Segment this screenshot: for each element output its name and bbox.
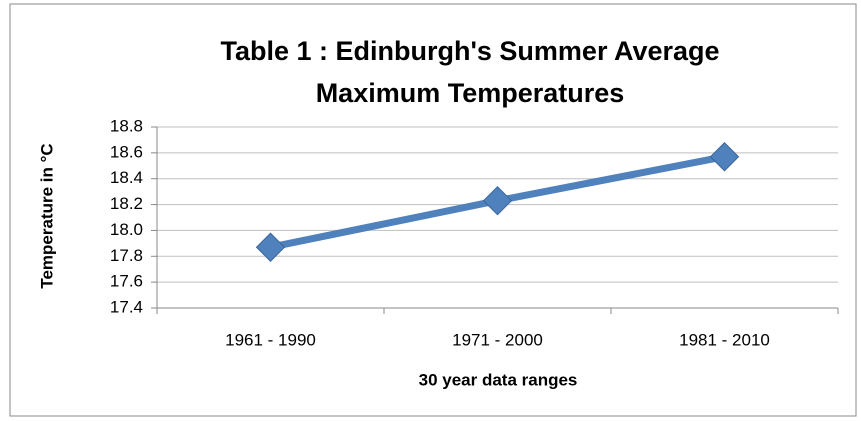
x-tick-label: 1961 - 1990 <box>225 330 316 349</box>
y-tick-label: 18.6 <box>110 142 143 161</box>
chart-title: Table 1 : Edinburgh's Summer Average <box>220 36 719 66</box>
y-tick-label: 17.6 <box>110 272 143 291</box>
x-axis-label: 30 year data ranges <box>419 370 578 389</box>
y-tick-label: 18.8 <box>110 116 143 135</box>
marker <box>255 232 286 262</box>
chart-title: Maximum Temperatures <box>316 78 625 108</box>
chart-frame <box>9 3 857 417</box>
marker <box>709 142 740 172</box>
y-axis-label: Temperature in °C <box>37 143 56 288</box>
x-tick-label: 1971 - 2000 <box>452 330 543 349</box>
x-tick-label: 1981 - 2010 <box>679 330 770 349</box>
y-tick-label: 17.8 <box>110 246 143 265</box>
y-tick-label: 18.0 <box>110 220 143 239</box>
y-tick-label: 18.2 <box>110 194 143 213</box>
y-tick-label: 17.4 <box>110 297 143 316</box>
y-tick-label: 18.4 <box>110 168 143 187</box>
marker <box>482 185 513 216</box>
